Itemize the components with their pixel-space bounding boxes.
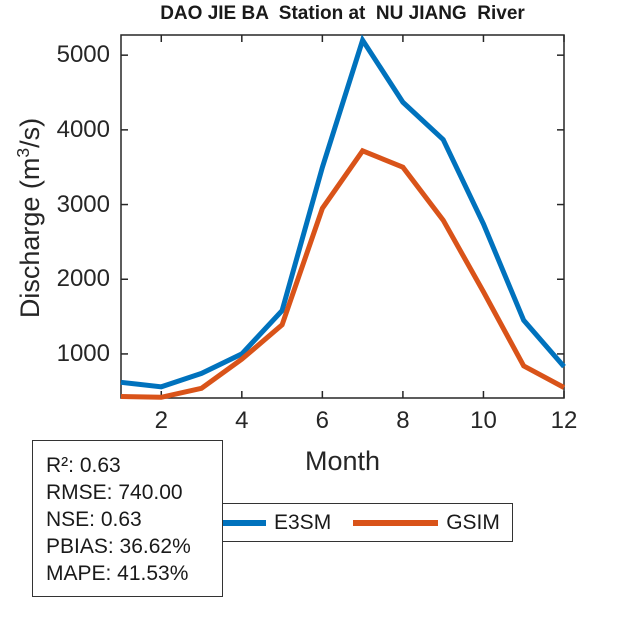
legend-line-sample-gsim — [353, 519, 439, 526]
series-line-e3sm — [120, 34, 566, 390]
y-tick-label: 2000 — [56, 265, 110, 293]
axis-box — [120, 34, 565, 399]
legend-item-e3sm: E3SM — [181, 511, 331, 535]
stats-line: RMSE: 740.00 — [46, 481, 183, 504]
x-tick-label: 12 — [550, 407, 578, 434]
legend-line-sample-e3sm — [181, 519, 266, 526]
x-axis-label: Month — [304, 446, 381, 476]
y-tick-label: 3000 — [56, 190, 110, 218]
series-line-gsim — [120, 147, 566, 400]
y-tick-label: 1000 — [56, 339, 110, 367]
legend-item-gsim: GSIM — [353, 511, 500, 535]
legend-label: E3SM — [274, 510, 332, 534]
chart-title: DAO JIE BA Station at NU JIANG River — [160, 3, 525, 24]
x-tick-label: 10 — [470, 407, 497, 434]
stats-box: R²: 0.63 RMSE: 740.00 NSE: 0.63 PBIAS: 36.6… — [32, 440, 223, 597]
stats-line: MAPE: 41.53% — [46, 562, 189, 585]
legend: E3SM GSIM — [170, 503, 513, 542]
stats-line: NSE: 0.63 — [46, 508, 142, 531]
x-tick-label: 4 — [235, 407, 249, 434]
stats-line: R²: 0.63 — [46, 454, 121, 477]
x-tick-label: 6 — [315, 407, 330, 434]
x-tick-label: 8 — [396, 407, 410, 434]
legend-label: GSIM — [446, 510, 500, 534]
x-tick-label: 2 — [154, 407, 168, 434]
y-tick-label: 4000 — [56, 115, 110, 143]
y-tick-label: 5000 — [56, 41, 110, 69]
stats-line: PBIAS: 36.62% — [46, 535, 191, 558]
